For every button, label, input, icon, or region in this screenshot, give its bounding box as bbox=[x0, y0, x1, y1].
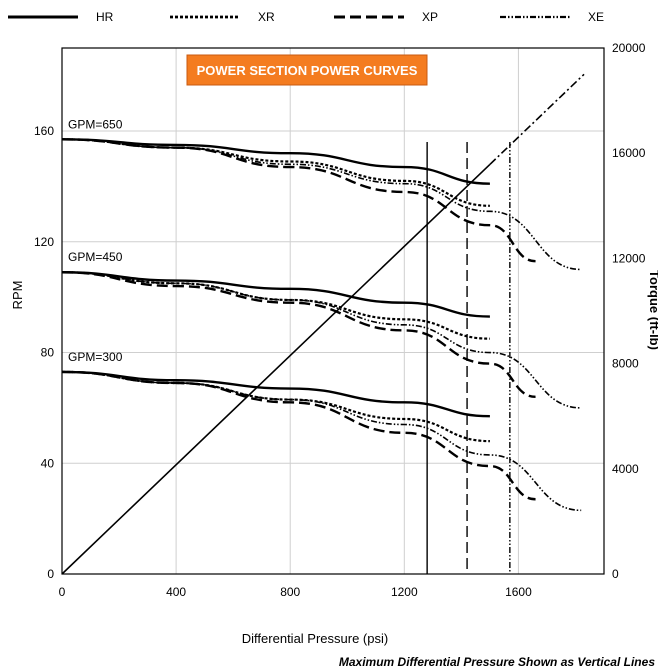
x-tick-labels: 0 400 800 1200 1600 bbox=[59, 585, 532, 599]
y2-tick-label: 8000 bbox=[612, 357, 639, 371]
y2-axis-title: Torque (ft-lb) bbox=[647, 270, 658, 350]
flow-label: GPM=650 bbox=[68, 117, 123, 131]
y-tick-labels: 0 40 80 120 160 bbox=[34, 124, 54, 581]
rpm-curve-hr-gpm300 bbox=[61, 370, 490, 418]
rpm-curve-xe-gpm300 bbox=[61, 371, 582, 512]
legend-label-hr: HR bbox=[96, 10, 114, 24]
rpm-curve-xe-gpm450 bbox=[61, 271, 582, 409]
flow-label: GPM=450 bbox=[68, 250, 123, 264]
legend-label-xe: XE bbox=[588, 10, 604, 24]
x-tick-label: 400 bbox=[166, 585, 186, 599]
flow-label: GPM=300 bbox=[68, 350, 123, 364]
rpm-curve-xe-gpm650 bbox=[61, 138, 582, 271]
y2-tick-label: 20000 bbox=[612, 41, 646, 55]
max-pressure-lines bbox=[426, 142, 511, 574]
y2-tick-label: 16000 bbox=[612, 146, 646, 160]
chart-title: POWER SECTION POWER CURVES bbox=[197, 63, 418, 78]
y-tick-label: 160 bbox=[34, 124, 54, 138]
legend-label-xp: XP bbox=[422, 10, 438, 24]
y-axis-title: RPM bbox=[10, 281, 25, 310]
rpm-curve-xp-gpm650 bbox=[61, 138, 536, 263]
torque-line-solid bbox=[61, 163, 491, 575]
chart-title-box bbox=[186, 54, 428, 86]
y2-tick-label: 0 bbox=[612, 567, 619, 581]
rpm-curve-hr-gpm450 bbox=[61, 271, 490, 318]
rpm-curve-hr-gpm650 bbox=[61, 138, 490, 185]
x-tick-label: 1200 bbox=[391, 585, 418, 599]
rpm-curve-xp-gpm450 bbox=[61, 271, 536, 399]
x-tick-label: 800 bbox=[280, 585, 300, 599]
y-tick-label: 120 bbox=[34, 235, 54, 249]
y-tick-label: 40 bbox=[41, 456, 55, 470]
grid bbox=[62, 48, 604, 574]
rpm-curves bbox=[61, 138, 582, 512]
rpm-curve-xp-gpm300 bbox=[61, 370, 536, 501]
y2-tick-labels: 0 4000 8000 12000 16000 20000 bbox=[612, 41, 646, 581]
footnote: Maximum Differential Pressure Shown as V… bbox=[339, 655, 655, 669]
y2-tick-label: 12000 bbox=[612, 251, 646, 265]
rpm-curve-xr-gpm450 bbox=[61, 271, 490, 340]
y2-tick-label: 4000 bbox=[612, 462, 639, 476]
x-tick-label: 1600 bbox=[505, 585, 532, 599]
plot-border bbox=[61, 47, 605, 575]
flow-labels: GPM=650 GPM=450 GPM=300 bbox=[68, 117, 123, 364]
plot-frame bbox=[61, 47, 605, 575]
x-tick-label: 0 bbox=[59, 585, 66, 599]
torque-line-extension bbox=[489, 73, 585, 165]
legend-label-xr: XR bbox=[258, 10, 275, 24]
y-tick-label: 80 bbox=[41, 346, 55, 360]
rpm-curve-xr-gpm650 bbox=[61, 138, 490, 207]
torque-line bbox=[61, 73, 585, 575]
x-axis-title: Differential Pressure (psi) bbox=[242, 631, 388, 646]
legend: HR XR XP XE bbox=[8, 10, 604, 24]
rpm-curve-xr-gpm300 bbox=[61, 370, 490, 443]
y-tick-label: 0 bbox=[47, 567, 54, 581]
